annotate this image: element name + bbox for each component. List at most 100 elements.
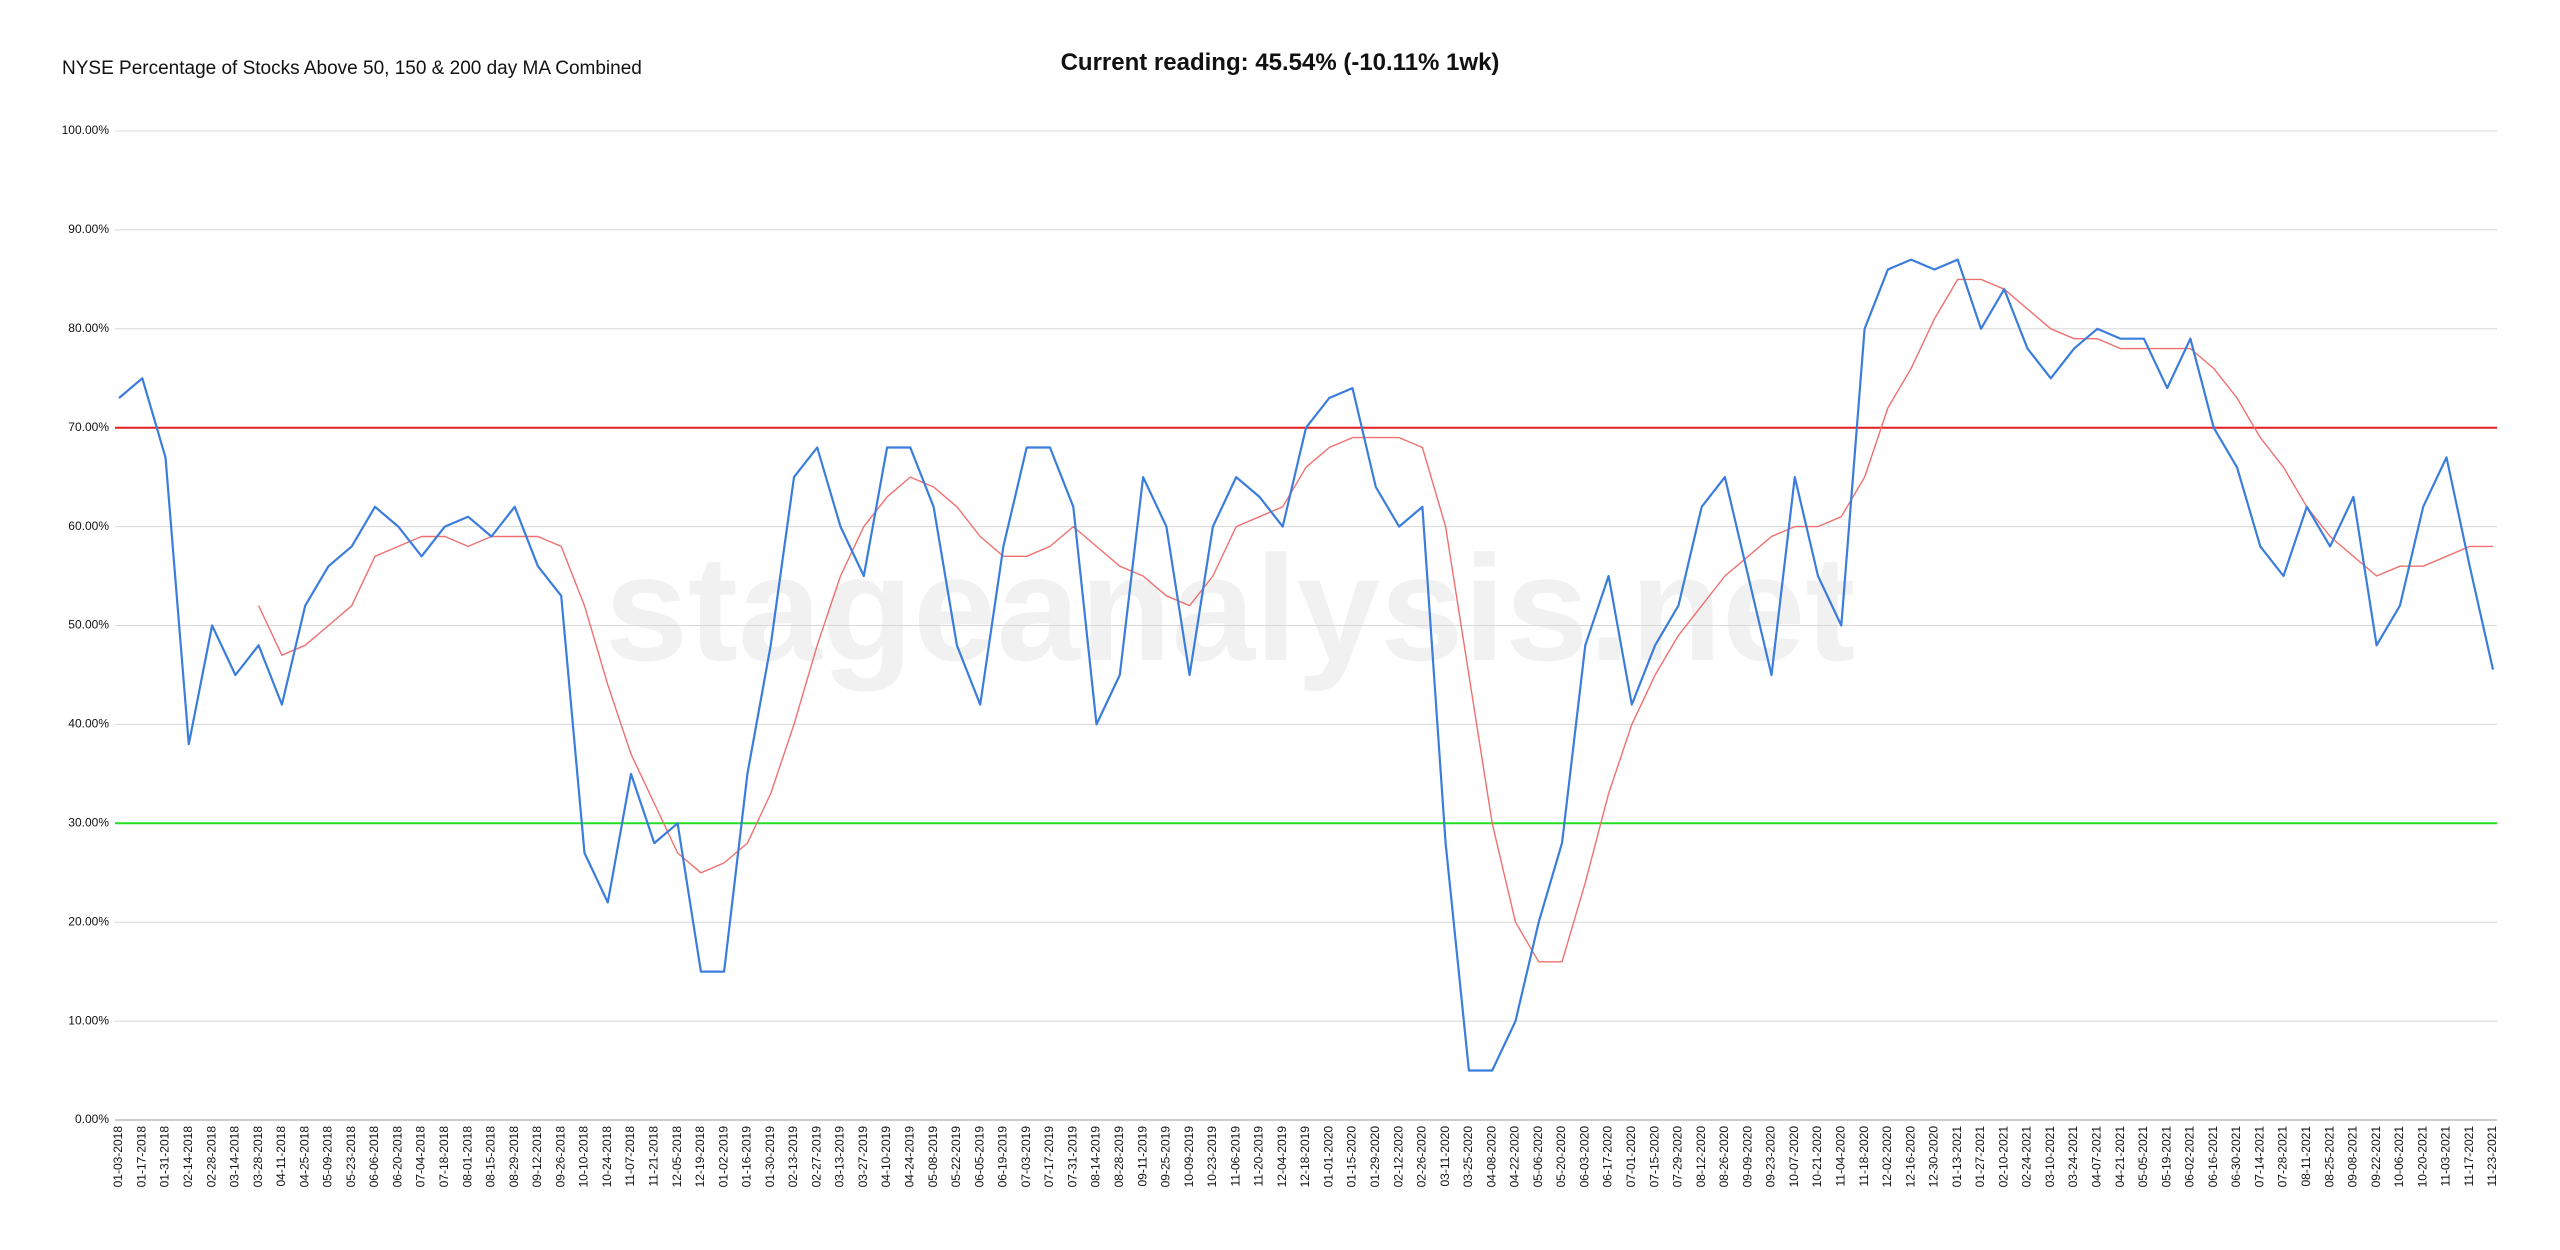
- x-tick-label: 10-06-2021: [2392, 1126, 2406, 1188]
- x-tick-label: 03-25-2020: [1461, 1126, 1475, 1188]
- x-tick-label: 03-28-2018: [251, 1126, 265, 1188]
- y-tick-label: 50.00%: [68, 618, 109, 632]
- x-tick-label: 12-04-2019: [1275, 1126, 1289, 1188]
- x-tick-label: 02-13-2019: [786, 1126, 800, 1188]
- x-tick-label: 07-03-2019: [1019, 1126, 1033, 1188]
- x-tick-label: 10-09-2019: [1182, 1126, 1196, 1188]
- x-tick-label: 10-07-2020: [1787, 1126, 1801, 1188]
- x-tick-label: 05-22-2019: [949, 1126, 963, 1188]
- x-tick-label: 02-24-2021: [2020, 1126, 2034, 1188]
- x-tick-label: 07-28-2021: [2276, 1126, 2290, 1188]
- x-tick-label: 04-10-2019: [879, 1126, 893, 1188]
- x-tick-label: 02-10-2021: [1996, 1126, 2010, 1188]
- x-tick-label: 12-02-2020: [1880, 1126, 1894, 1188]
- x-tick-label: 09-09-2020: [1740, 1126, 1754, 1188]
- series-line: [257, 278, 2493, 963]
- x-tick-label: 03-14-2018: [228, 1126, 242, 1188]
- x-tick-label: 08-14-2019: [1089, 1126, 1103, 1188]
- x-tick-label: 05-19-2021: [2159, 1126, 2173, 1188]
- x-tick-label: 09-25-2019: [1159, 1126, 1173, 1188]
- x-tick-label: 05-20-2020: [1554, 1126, 1568, 1188]
- x-tick-label: 06-16-2021: [2206, 1126, 2220, 1188]
- x-tick-label: 10-23-2019: [1205, 1126, 1219, 1188]
- x-tick-label: 07-31-2019: [1065, 1126, 1079, 1188]
- y-tick-label: 60.00%: [68, 519, 109, 533]
- y-tick-label: 40.00%: [68, 717, 109, 731]
- x-tick-label: 06-20-2018: [390, 1126, 404, 1188]
- x-tick-label: 12-16-2020: [1903, 1126, 1917, 1188]
- x-tick-label: 05-08-2019: [926, 1126, 940, 1188]
- y-tick-label: 0.00%: [75, 1112, 109, 1126]
- x-tick-label: 09-08-2021: [2346, 1126, 2360, 1188]
- x-tick-label: 08-25-2021: [2322, 1126, 2336, 1188]
- x-tick-label: 10-20-2021: [2415, 1126, 2429, 1188]
- y-tick-label: 100.00%: [62, 123, 110, 137]
- x-tick-label: 12-19-2018: [693, 1126, 707, 1188]
- x-tick-label: 01-31-2018: [158, 1126, 172, 1188]
- x-tick-label: 06-30-2021: [2229, 1126, 2243, 1188]
- x-tick-label: 02-14-2018: [181, 1126, 195, 1188]
- x-tick-label: 04-22-2020: [1508, 1126, 1522, 1188]
- x-tick-label: 08-28-2019: [1112, 1126, 1126, 1188]
- x-tick-label: 11-21-2018: [646, 1126, 660, 1187]
- x-tick-label: 10-21-2020: [1810, 1126, 1824, 1188]
- x-tick-label: 05-23-2018: [344, 1126, 358, 1188]
- x-tick-label: 07-01-2020: [1624, 1126, 1638, 1188]
- y-tick-label: 10.00%: [68, 1013, 109, 1027]
- x-tick-label: 02-12-2020: [1391, 1126, 1405, 1188]
- x-tick-label: 11-07-2018: [623, 1126, 637, 1187]
- x-tick-label: 07-15-2020: [1647, 1126, 1661, 1188]
- x-tick-label: 08-11-2021: [2299, 1126, 2313, 1187]
- x-tick-label: 08-01-2018: [460, 1126, 474, 1188]
- y-tick-label: 70.00%: [68, 420, 109, 434]
- x-tick-label: 11-03-2021: [2439, 1126, 2453, 1187]
- x-tick-label: 04-25-2018: [297, 1126, 311, 1188]
- x-tick-label: 08-15-2018: [484, 1126, 498, 1188]
- x-tick-label: 11-18-2020: [1857, 1126, 1871, 1187]
- x-tick-label: 01-16-2019: [740, 1126, 754, 1188]
- x-tick-label: 04-08-2020: [1484, 1126, 1498, 1188]
- y-tick-label: 20.00%: [68, 914, 109, 928]
- x-tick-label: 04-21-2021: [2113, 1126, 2127, 1188]
- x-tick-label: 01-13-2021: [1950, 1126, 1964, 1188]
- x-tick-label: 03-27-2019: [856, 1126, 870, 1188]
- x-tick-label: 09-23-2020: [1764, 1126, 1778, 1188]
- x-tick-label: 03-24-2021: [2066, 1126, 2080, 1188]
- x-tick-label: 05-09-2018: [321, 1126, 335, 1188]
- x-tick-label: 08-12-2020: [1694, 1126, 1708, 1188]
- x-tick-label: 09-11-2019: [1135, 1126, 1149, 1187]
- x-tick-label: 05-06-2020: [1531, 1126, 1545, 1188]
- x-tick-label: 01-15-2020: [1345, 1126, 1359, 1188]
- x-tick-label: 07-17-2019: [1042, 1126, 1056, 1188]
- x-tick-label: 06-17-2020: [1601, 1126, 1615, 1188]
- x-tick-label: 01-17-2018: [134, 1126, 148, 1188]
- x-tick-label: 08-29-2018: [507, 1126, 521, 1188]
- x-tick-label: 02-27-2019: [809, 1126, 823, 1188]
- y-tick-label: 80.00%: [68, 321, 109, 335]
- x-tick-label: 11-04-2020: [1833, 1126, 1847, 1187]
- x-tick-label: 09-12-2018: [530, 1126, 544, 1188]
- x-tick-label: 07-29-2020: [1671, 1126, 1685, 1188]
- x-tick-label: 06-05-2019: [972, 1126, 986, 1188]
- x-tick-label: 01-01-2020: [1321, 1126, 1335, 1188]
- x-tick-label: 07-18-2018: [437, 1126, 451, 1188]
- x-tick-label: 01-27-2021: [1973, 1126, 1987, 1188]
- x-tick-label: 07-04-2018: [414, 1126, 428, 1188]
- x-tick-label: 11-17-2021: [2462, 1126, 2476, 1187]
- x-tick-label: 09-26-2018: [553, 1126, 567, 1188]
- x-tick-label: 01-03-2018: [111, 1126, 125, 1188]
- x-tick-label: 02-26-2020: [1415, 1126, 1429, 1188]
- series-line: [118, 258, 2495, 1072]
- x-tick-label: 04-24-2019: [903, 1126, 917, 1188]
- x-tick-label: 11-06-2019: [1228, 1126, 1242, 1187]
- chart-subtitle: Current reading: 45.54% (-10.11% 1wk): [1061, 49, 1500, 76]
- x-tick-label: 12-18-2019: [1298, 1126, 1312, 1188]
- x-tick-label: 05-05-2021: [2136, 1126, 2150, 1188]
- x-tick-label: 04-07-2021: [2090, 1126, 2104, 1188]
- y-tick-label: 90.00%: [68, 222, 109, 236]
- x-tick-label: 04-11-2018: [274, 1126, 288, 1187]
- x-tick-label: 11-20-2019: [1252, 1126, 1266, 1187]
- x-tick-label: 12-30-2020: [1927, 1126, 1941, 1188]
- x-tick-label: 01-30-2019: [763, 1126, 777, 1188]
